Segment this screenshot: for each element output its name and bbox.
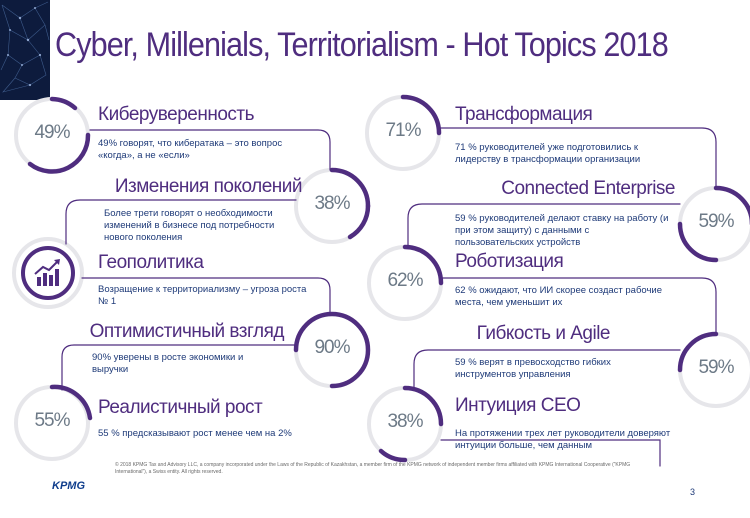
geopolitics-heading: Геополитика (98, 252, 204, 273)
page-title: Cyber, Millenials, Territorialism - Hot … (55, 26, 669, 64)
connected-enterprise-desc: 59 % руководителей делают ставку на рабо… (455, 213, 669, 248)
cyber-percent: 49% (34, 122, 70, 143)
cyber-desc: 49% говорят, что кибератака – это вопрос… (98, 138, 283, 161)
agile-heading: Гибкость и Agile (476, 323, 611, 344)
optimism-desc: 90% уверены в росте экономики и выручки (92, 352, 244, 375)
robotization-desc: 62 % ожидают, что ИИ скорее создаст рабо… (455, 285, 663, 308)
copyright-footer: © 2018 KPMG Tax and Advisory LLC, a comp… (115, 462, 631, 475)
ceo-intuition-desc: На протяжении трех лет руководители дове… (455, 428, 671, 451)
growth-percent: 55% (34, 410, 70, 431)
ceo-intuition-percent: 38% (387, 411, 423, 432)
cyber-heading: Киберуверенность (98, 104, 255, 125)
geopolitics-desc: Возращение к территориализму – угроза ро… (98, 284, 307, 307)
generations-heading: Изменения поколений (114, 176, 303, 197)
connected-enterprise-percent: 59% (698, 211, 734, 232)
growth-desc: 55 % предсказывают рост менее чем на 2% (98, 428, 292, 439)
agile-percent: 59% (698, 357, 734, 378)
ceo-intuition-heading: Интуиция CEO (455, 395, 581, 416)
kpmg-logo: KPMG (52, 480, 85, 492)
agile-desc: 59 % верят в превосходство гибких инстру… (455, 357, 611, 380)
robotization-percent: 62% (387, 270, 423, 291)
geopolitics-chart-icon (20, 245, 76, 301)
network-graphic (0, 0, 50, 100)
generations-percent: 38% (314, 193, 350, 214)
generations-desc: Более трети говорят о необходимости изме… (104, 208, 275, 243)
page-number: 3 (690, 487, 696, 497)
connected-enterprise-heading: Connected Enterprise (501, 178, 675, 199)
optimism-percent: 90% (314, 337, 350, 358)
robotization-heading: Роботизация (455, 251, 564, 272)
transformation-desc: 71 % руководителей уже подготовились к л… (455, 142, 641, 165)
transformation-heading: Трансформация (455, 104, 593, 125)
transformation-percent: 71% (385, 120, 421, 141)
optimism-heading: Оптимистичный взгляд (89, 321, 285, 342)
growth-heading: Реалистичный рост (98, 397, 263, 418)
